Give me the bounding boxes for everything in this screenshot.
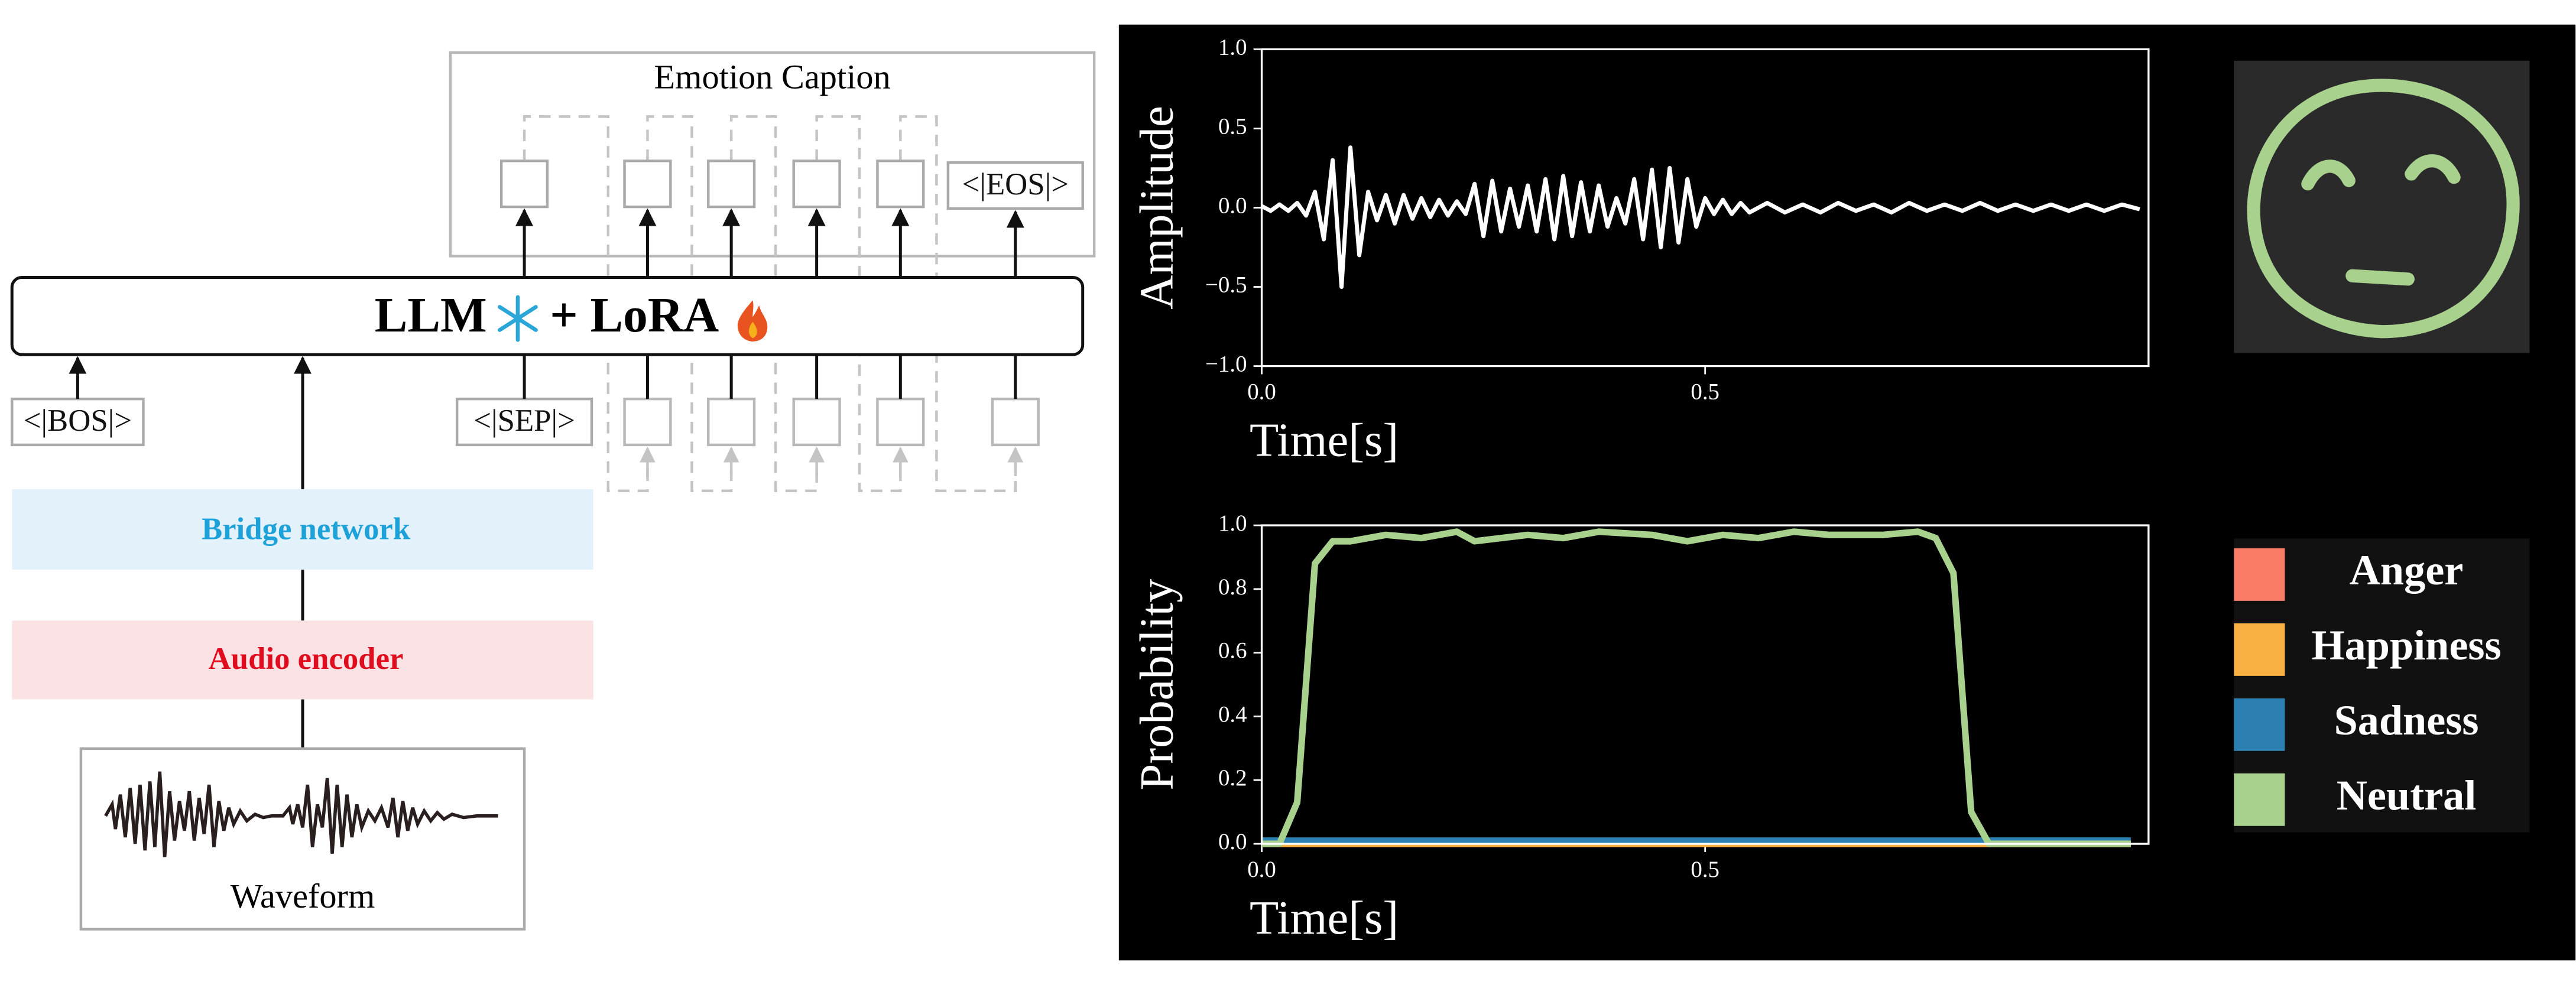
lora-label: + LoRA [550,288,719,343]
llm-label: LLM [375,288,487,343]
y-tick-label: 0.4 [1218,701,1247,727]
waveform-icon [104,771,498,857]
llm-box [10,276,1085,356]
caption-box [449,51,1096,258]
bridge-label: Bridge network [202,512,411,546]
output-tokens [499,160,1084,210]
data-line [1260,145,2140,289]
data-line [1261,528,2131,847]
legend-label: Neutral [2337,772,2477,819]
encoder-label: Audio encoder [209,642,404,676]
emotion-face-image [2234,60,2530,353]
bridge-box [12,489,593,570]
bos-token: <|BOS|> [24,404,132,438]
y-axis-label: Probability [1131,579,1183,791]
snowflake-icon [498,295,538,342]
x-tick-label: 0.5 [1691,379,1720,405]
y-tick-label: 0.5 [1218,113,1247,139]
plot-frame [1260,524,2150,845]
legend-swatch [2234,548,2285,601]
x-axis-label: Time[s] [1250,892,1399,944]
x-tick-label: 0.5 [1691,857,1720,882]
output-arrows [515,208,1024,278]
input-tokens [623,355,1040,476]
plot-frame [1260,48,2150,368]
legend-swatch [2234,773,2285,826]
caption-title: Emotion Caption [654,58,891,96]
y-tick-label: 0.6 [1218,638,1247,664]
legend-swatch [2234,623,2285,676]
sep-token: <|SEP|> [473,404,575,438]
y-tick-label: −0.5 [1205,272,1247,297]
x-tick-label: 0.0 [1247,379,1276,405]
fire-icon [737,300,768,342]
y-tick-label: 1.0 [1218,34,1247,60]
emotion-face [2247,79,2520,339]
y-tick-label: −1.0 [1205,351,1247,376]
bos-box [11,397,145,447]
y-tick-label: 0.0 [1218,193,1247,218]
eos-token: <|EOS|> [962,167,1069,201]
legend-label: Sadness [2334,697,2479,744]
x-tick-label: 0.0 [1247,857,1276,882]
x-axis-label: Time[s] [1250,414,1399,466]
legend-label: Anger [2350,547,2464,594]
y-tick-label: 1.0 [1218,511,1247,536]
y-tick-label: 0.2 [1218,765,1247,791]
legend-label: Happiness [2311,622,2501,669]
y-axis-label: Amplitude [1131,106,1183,310]
waveform-label: Waveform [231,877,375,915]
y-tick-label: 0.8 [1218,574,1247,600]
y-tick-label: 0.0 [1218,829,1247,854]
legend-swatch [2234,698,2285,751]
diagram: Emotion Caption <|EOS|> LLM + LoRA <|BOS… [10,51,1096,931]
encoder-box [12,620,593,700]
